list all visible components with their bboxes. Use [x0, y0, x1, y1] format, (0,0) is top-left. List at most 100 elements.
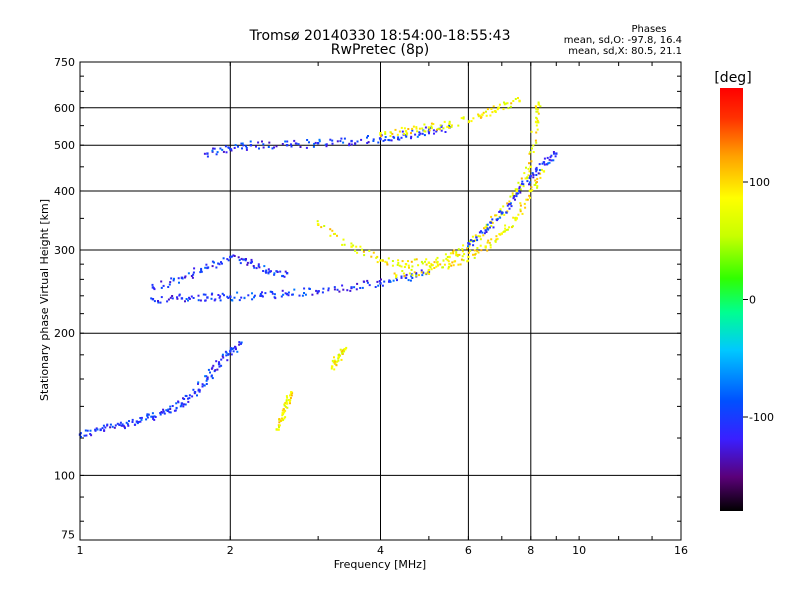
- echo-point: [251, 292, 253, 295]
- echo-point: [119, 421, 122, 424]
- echo-point: [453, 249, 456, 252]
- echo-point: [211, 366, 214, 369]
- echo-point: [522, 183, 525, 186]
- echo-point: [524, 177, 527, 180]
- echo-point: [430, 263, 433, 266]
- echo-point: [238, 259, 241, 262]
- echo-point: [287, 294, 290, 297]
- trace-point: [217, 362, 221, 366]
- trace-point: [534, 120, 538, 124]
- x-tick-label: 10: [572, 544, 586, 557]
- trace-point: [542, 170, 546, 173]
- echo-point: [154, 416, 157, 418]
- echo-point: [462, 116, 465, 119]
- echo-point: [418, 127, 421, 130]
- x-tick-label: 16: [674, 544, 688, 557]
- echo-point: [261, 140, 263, 143]
- echo-point: [388, 139, 391, 142]
- echo-point: [512, 216, 515, 219]
- echo-point: [339, 354, 341, 357]
- echo-point: [167, 298, 170, 301]
- echo-point: [262, 146, 265, 149]
- echo-point: [396, 279, 398, 282]
- echo-point: [486, 223, 489, 226]
- echo-point: [237, 256, 240, 259]
- echo-point: [535, 110, 538, 113]
- echo-point: [343, 243, 346, 246]
- echo-point: [192, 388, 195, 391]
- echo-point: [284, 270, 287, 273]
- echo-point: [527, 167, 530, 170]
- echo-point: [104, 426, 107, 429]
- echo-point: [418, 133, 421, 136]
- echo-point: [416, 130, 419, 133]
- phases-heading: Phases: [631, 24, 666, 35]
- trace-point: [448, 122, 451, 125]
- trace-point: [379, 259, 382, 262]
- echo-point: [203, 152, 206, 155]
- echo-point: [313, 142, 316, 145]
- echo-point: [408, 266, 410, 269]
- trace-point: [395, 274, 398, 277]
- trace-point: [379, 137, 382, 141]
- echo-point: [301, 294, 304, 297]
- trace-point: [151, 286, 155, 289]
- echo-point: [448, 124, 451, 127]
- echo-point: [295, 142, 298, 145]
- echo-point: [480, 249, 483, 252]
- echo-point: [534, 139, 537, 142]
- echo-point: [257, 265, 260, 267]
- echo-point: [253, 296, 255, 299]
- echo-point: [221, 353, 224, 356]
- echo-point: [226, 258, 229, 261]
- echo-point: [475, 236, 478, 239]
- echo-point: [492, 105, 495, 108]
- echo-point: [238, 299, 241, 302]
- echo-point: [197, 382, 199, 385]
- echo-point: [176, 296, 178, 299]
- echo-point: [178, 281, 180, 284]
- echo-point: [528, 162, 530, 165]
- echo-point: [435, 265, 438, 268]
- echo-point: [173, 409, 176, 412]
- echo-point: [184, 394, 187, 397]
- echo-point: [379, 133, 382, 136]
- echo-point: [127, 424, 130, 427]
- echo-point: [124, 427, 126, 430]
- echo-point: [139, 420, 142, 423]
- echo-point: [531, 172, 534, 175]
- echo-point: [458, 253, 461, 256]
- echo-point: [421, 127, 424, 130]
- echo-point: [289, 394, 291, 397]
- echo-point: [549, 156, 552, 159]
- echo-point: [503, 230, 506, 233]
- echo-point: [165, 409, 168, 412]
- echo-point: [275, 145, 278, 148]
- echo-point: [264, 270, 267, 273]
- echo-point: [468, 120, 471, 123]
- echo-point: [552, 159, 555, 162]
- echo-point: [224, 145, 227, 148]
- echo-point: [495, 214, 498, 217]
- colorbar-unit-label: [deg]: [714, 70, 751, 86]
- trace-point: [484, 245, 487, 248]
- echo-point: [161, 411, 164, 414]
- echo-point: [359, 287, 362, 289]
- echo-point: [322, 287, 325, 290]
- echo-point: [247, 294, 250, 297]
- echo-point: [329, 228, 332, 231]
- echo-point: [386, 263, 389, 266]
- echo-point: [431, 264, 434, 267]
- echo-point: [334, 360, 336, 363]
- echo-point: [380, 278, 382, 281]
- echo-point: [255, 145, 257, 148]
- echo-point: [269, 290, 272, 293]
- echo-point: [287, 291, 290, 294]
- echo-point: [446, 125, 449, 128]
- echo-point: [483, 227, 485, 230]
- echo-point: [442, 259, 445, 262]
- echo-point: [410, 137, 412, 140]
- echo-point: [389, 280, 392, 283]
- echo-point: [516, 188, 519, 191]
- echo-point: [461, 250, 464, 253]
